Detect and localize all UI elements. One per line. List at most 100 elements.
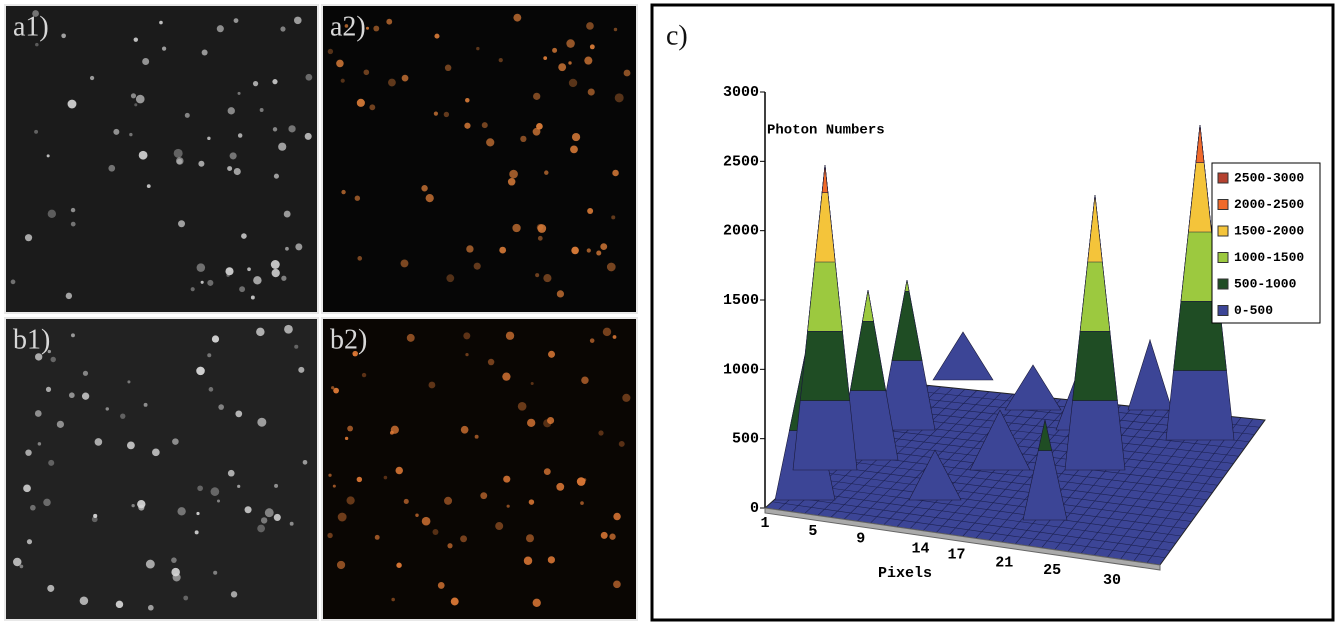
spot — [139, 151, 148, 160]
spot — [391, 426, 399, 434]
spot — [527, 419, 535, 427]
spot — [136, 95, 145, 104]
spot — [108, 165, 115, 172]
spot — [538, 236, 543, 241]
spot — [502, 372, 510, 380]
spot — [331, 386, 334, 389]
spot — [509, 170, 518, 179]
spot — [272, 269, 280, 277]
spot — [106, 407, 109, 410]
spot — [66, 293, 72, 299]
spot — [209, 387, 214, 392]
z-tick-label: 1000 — [723, 361, 759, 378]
spot — [241, 233, 247, 239]
spot — [256, 328, 264, 336]
spot — [499, 247, 506, 254]
spot — [281, 276, 286, 281]
spot — [305, 74, 312, 81]
spot — [284, 325, 293, 334]
spot — [422, 517, 431, 526]
spot — [402, 75, 409, 82]
spot — [396, 467, 403, 474]
spot — [572, 133, 580, 141]
spot — [152, 449, 160, 457]
spot — [271, 260, 280, 269]
spot — [587, 208, 593, 214]
spot — [341, 79, 345, 83]
legend-swatch — [1218, 279, 1228, 289]
spot — [434, 34, 439, 39]
spot — [506, 332, 514, 340]
spot — [83, 371, 88, 376]
x-tick-label: 5 — [808, 523, 817, 540]
image-panel — [322, 318, 637, 620]
spot — [544, 468, 551, 475]
spot — [38, 442, 41, 445]
spot — [238, 133, 242, 137]
spot — [512, 224, 520, 232]
spot — [461, 426, 469, 434]
spot — [159, 21, 163, 25]
spot — [47, 585, 54, 592]
spot — [176, 157, 184, 165]
spot — [486, 138, 494, 146]
spot — [415, 514, 418, 517]
spot — [513, 14, 521, 22]
spot — [526, 534, 534, 542]
spot — [171, 568, 179, 576]
spot — [531, 382, 534, 385]
legend-swatch — [1218, 253, 1228, 263]
spot — [20, 565, 24, 569]
z-tick-label: 500 — [732, 431, 759, 448]
spot — [251, 296, 255, 300]
spot — [183, 596, 188, 601]
spot — [607, 263, 616, 272]
spot — [475, 435, 479, 439]
spot — [201, 281, 204, 284]
spot — [600, 243, 607, 250]
spot — [227, 166, 232, 171]
legend-label: 0-500 — [1234, 303, 1273, 318]
spot — [612, 170, 619, 177]
spot — [235, 410, 242, 417]
panel-label: b1) — [13, 324, 50, 355]
spot — [580, 501, 584, 505]
spot — [30, 505, 36, 511]
spot — [552, 48, 557, 53]
spot — [285, 247, 289, 251]
spot — [239, 286, 245, 292]
spot — [207, 137, 210, 140]
spot — [245, 506, 252, 513]
spot — [407, 334, 415, 342]
spot — [566, 39, 575, 48]
spot — [357, 477, 362, 482]
panel-label: b2) — [330, 324, 367, 355]
spot — [228, 107, 235, 114]
spot — [71, 333, 75, 337]
spot — [535, 273, 539, 277]
spot — [476, 47, 479, 50]
spot — [518, 402, 527, 411]
spot — [274, 484, 278, 488]
spot — [536, 123, 543, 130]
spot — [290, 522, 294, 526]
spot — [609, 534, 615, 540]
spot — [61, 33, 66, 38]
spot — [43, 499, 50, 506]
spot — [95, 438, 103, 446]
spot — [35, 410, 42, 417]
spot — [588, 88, 595, 95]
spot — [464, 123, 470, 129]
legend-swatch — [1218, 226, 1228, 236]
spot — [225, 267, 233, 275]
spot — [570, 145, 578, 153]
spot — [284, 211, 291, 218]
spot — [328, 49, 333, 54]
spot — [466, 245, 473, 252]
spot — [71, 208, 75, 212]
spot — [447, 543, 452, 548]
image-panel — [5, 318, 318, 620]
spot — [131, 93, 136, 98]
spot — [615, 93, 624, 102]
x-tick-label: 30 — [1103, 572, 1121, 589]
